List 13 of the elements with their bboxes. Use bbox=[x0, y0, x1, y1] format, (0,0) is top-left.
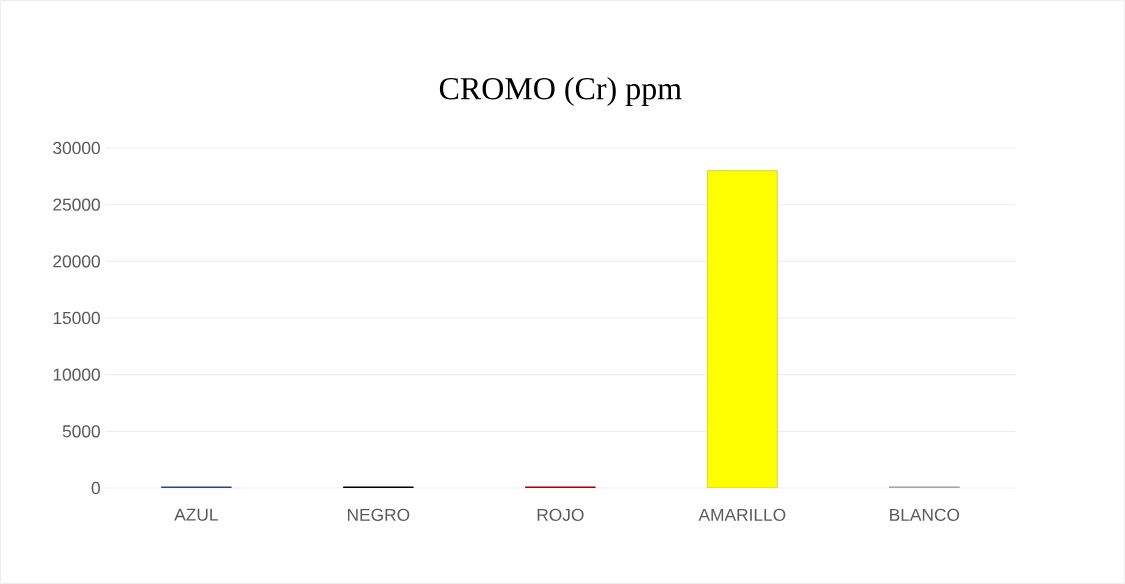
x-tick-label: NEGRO bbox=[347, 508, 410, 521]
x-tick-label: AZUL bbox=[174, 508, 218, 521]
y-tick-label: 0 bbox=[91, 481, 100, 495]
y-tick-label: 5000 bbox=[62, 425, 100, 438]
x-tick-label: AMARILLO bbox=[698, 508, 786, 521]
chart-title: CROMO (Cr) ppm bbox=[439, 76, 682, 106]
y-tick-label: 15000 bbox=[53, 311, 100, 325]
x-tick-label: BLANCO bbox=[890, 508, 960, 521]
y-tick-label: 20000 bbox=[53, 255, 100, 268]
y-tick-label: 25000 bbox=[53, 198, 100, 211]
y-tick-label: 10000 bbox=[53, 368, 100, 381]
y-tick-label: 30000 bbox=[53, 141, 100, 155]
x-tick-label: ROJO bbox=[537, 508, 584, 521]
